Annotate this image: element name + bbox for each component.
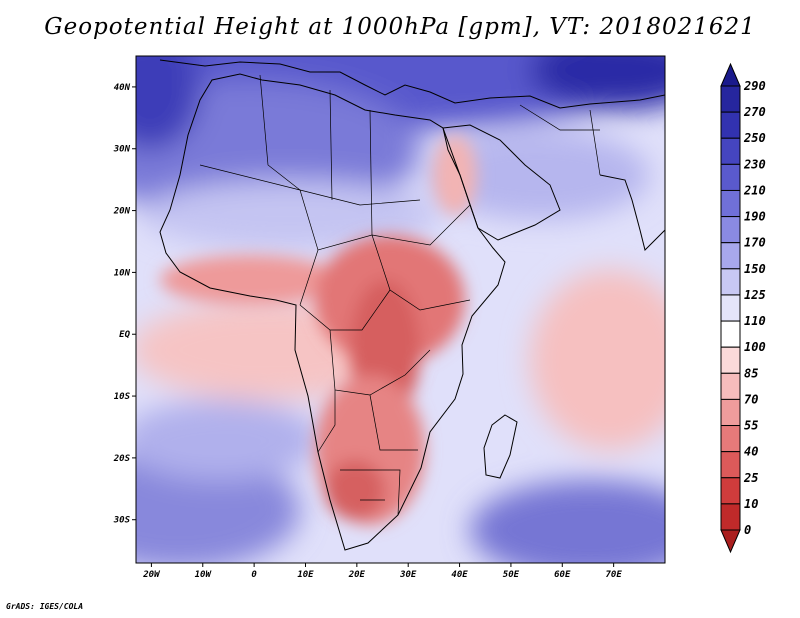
colorbar-swatch <box>720 189 741 218</box>
colorbar-swatch <box>720 216 741 244</box>
colorbar-level-label: 55 <box>744 419 758 433</box>
colorbar-level-label: 0 <box>744 523 751 537</box>
arabia-pale <box>430 130 650 220</box>
longitude-axis: 20W 10W 0 10E 20E 30E 40E 50E 60E 70E <box>142 563 622 580</box>
colorbar-swatch <box>720 85 741 113</box>
colorbar-level-label: 210 <box>743 183 766 197</box>
lat-tick-label: 10S <box>114 392 131 402</box>
lon-tick-label: 10E <box>297 570 314 580</box>
lon-tick-label: 60E <box>554 570 571 580</box>
colorbar-swatch <box>720 372 741 400</box>
colorbar-level-label: 40 <box>744 445 758 459</box>
colorbar-level-label: 85 <box>744 366 758 380</box>
colorbar-level-label: 190 <box>744 210 766 224</box>
lon-tick-label: 20E <box>348 570 366 580</box>
lon-tick-label: 70E <box>606 570 623 580</box>
arabia-coastline <box>442 124 561 241</box>
nw-high <box>136 56 200 150</box>
grads-credit: GrADS: IGES/COLA <box>6 602 84 611</box>
africa-coastline <box>159 73 506 551</box>
map-frame <box>135 55 666 564</box>
india-coastline <box>599 174 665 251</box>
colorbar-level-label: 10 <box>744 497 758 511</box>
colorbar-top-arrow <box>720 62 741 87</box>
coastlines <box>159 59 665 551</box>
lon-tick-label: 20W <box>142 570 161 580</box>
south-atlantic-mid <box>136 400 320 480</box>
colorbar-swatch <box>720 137 741 165</box>
colorbar-swatch <box>720 163 741 191</box>
continent-lows <box>160 135 477 525</box>
chart-title: Geopotential Height at 1000hPa [gpm], VT… <box>44 14 756 40</box>
lat-tick-label: 10N <box>114 268 131 278</box>
asia-high <box>530 56 665 110</box>
colorbar-swatch <box>720 346 741 374</box>
sahara-pale <box>140 180 440 250</box>
lon-tick-label: 40E <box>451 570 468 580</box>
lon-tick-label: 30E <box>399 570 417 580</box>
colorbar-level-label: 170 <box>744 236 766 250</box>
sw-high <box>136 450 300 563</box>
borders <box>199 74 601 516</box>
colorbar-level-label: 270 <box>743 105 766 119</box>
lat-tick-label: 30S <box>113 516 131 526</box>
colorbar-swatch <box>720 425 741 453</box>
colorbar-swatch <box>720 268 741 296</box>
colorbar-level-label: 110 <box>744 314 766 328</box>
colorbar-bottom-arrow <box>720 529 741 554</box>
indian-low <box>530 270 665 450</box>
colorbar-level-label: 290 <box>743 79 766 93</box>
colorbar-level-label: 250 <box>743 131 766 145</box>
lon-tick-label: 50E <box>503 570 520 580</box>
colorbar-level-label: 100 <box>744 340 766 354</box>
lon-tick-label: 10W <box>195 570 213 580</box>
colorbar-level-label: 125 <box>744 288 766 302</box>
colorbar-swatch <box>720 294 741 322</box>
lat-tick-label: 30N <box>113 145 131 155</box>
colorbar-level-label: 70 <box>744 392 758 406</box>
colorbar-swatch <box>720 477 741 505</box>
kalahari-low <box>325 460 385 520</box>
madagascar-coastline <box>483 414 518 479</box>
lat-tick-label: 20S <box>113 454 131 464</box>
colorbar-level-label: 25 <box>743 471 758 485</box>
colorbar-swatch <box>720 242 741 270</box>
colorbar-swatch <box>720 451 741 479</box>
lon-tick-label: 0 <box>251 570 257 580</box>
colorbar-level-label: 150 <box>744 262 766 276</box>
colorbar-swatch <box>720 320 741 348</box>
lat-tick-label: EQ <box>119 330 130 340</box>
colorbar-swatch <box>720 398 741 427</box>
colorbar-swatch <box>720 503 741 531</box>
height-field <box>136 56 665 563</box>
colorbar-swatch <box>720 111 741 139</box>
europe-coastline <box>159 59 665 109</box>
latitude-axis: 40N 30N 20N 10N EQ 10S 20S 30S <box>113 83 136 526</box>
lat-tick-label: 20N <box>113 207 131 217</box>
west-africa-low <box>160 255 340 305</box>
red-sea-low <box>433 135 477 215</box>
colorbar-level-label: 230 <box>743 157 766 171</box>
lat-tick-label: 40N <box>114 83 131 93</box>
se-high <box>470 480 665 563</box>
colorbar: 2902702502302101901701501251101008570554… <box>720 62 766 554</box>
